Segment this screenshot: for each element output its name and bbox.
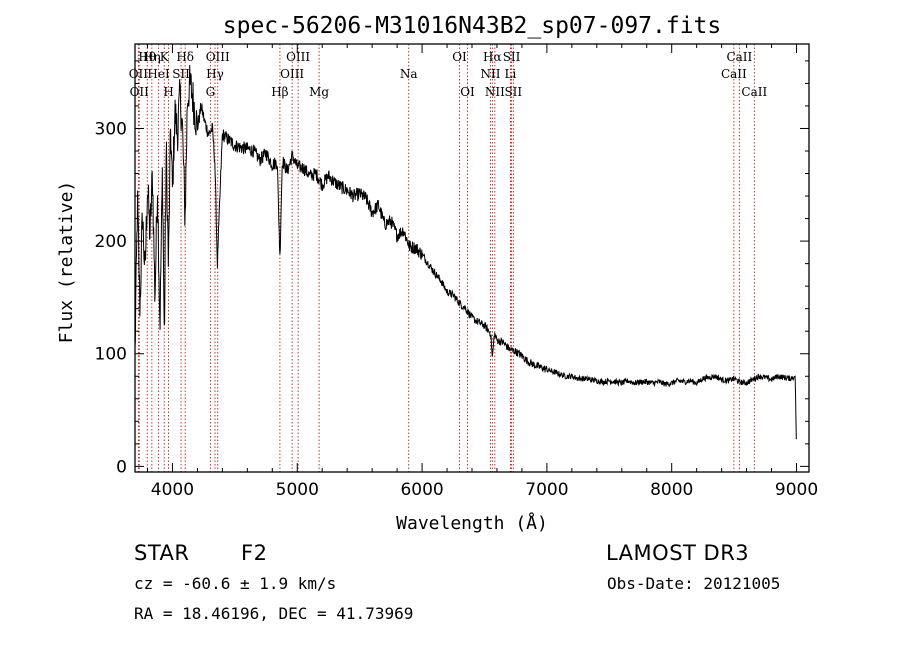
line-label: SII <box>503 50 521 64</box>
line-label: SII <box>172 67 190 81</box>
line-label: OI <box>460 85 475 99</box>
axis-ticks: 4000 5000 6000 7000 8000 9000 0 100 200 300 <box>95 44 818 500</box>
x-tick-label: 5000 <box>276 480 319 500</box>
y-axis-label: Flux (relative) <box>56 181 77 344</box>
line-label: Mg <box>309 85 329 99</box>
line-label: OIII <box>206 50 230 64</box>
line-label: G <box>206 85 216 99</box>
survey-name: LAMOST DR3 <box>606 541 750 565</box>
y-tick-label: 100 <box>95 345 127 365</box>
line-label: NII <box>485 85 505 99</box>
line-label: CaII <box>721 67 747 81</box>
x-tick-label: 9000 <box>775 480 818 500</box>
line-label: K <box>160 50 170 64</box>
line-label: Na <box>400 67 418 81</box>
line-label: SII <box>504 85 522 99</box>
x-axis-label: Wavelength (Å) <box>396 512 548 534</box>
line-label: H <box>163 85 173 99</box>
line-label: NII <box>480 67 500 81</box>
x-tick-label: 8000 <box>650 480 693 500</box>
line-label: HeI <box>147 67 170 81</box>
x-tick-label: 6000 <box>400 480 443 500</box>
reference-lines <box>137 44 755 472</box>
object-class: STAR <box>134 541 190 565</box>
coordinates: RA = 18.46196, DEC = 41.73969 <box>134 604 414 623</box>
line-label: Li <box>505 67 517 81</box>
spectrum-series <box>134 64 797 440</box>
line-label: CaII <box>726 50 752 64</box>
line-label: OI <box>452 50 467 64</box>
line-label: OIII <box>286 50 310 64</box>
line-label: OII <box>129 67 149 81</box>
y-tick-label: 200 <box>95 232 127 252</box>
line-label: Hβ <box>271 85 288 99</box>
subclass: F2 <box>241 541 268 565</box>
line-label: CaII <box>741 85 767 99</box>
x-tick-label: 4000 <box>151 480 194 500</box>
redshift-value: cz = -60.6 ± 1.9 km/s <box>134 574 337 593</box>
line-label: Hδ <box>176 50 194 64</box>
line-label: Hθ <box>138 50 156 64</box>
y-tick-label: 300 <box>95 119 127 139</box>
line-label: Hα <box>483 50 502 64</box>
y-tick-label: 0 <box>116 457 127 477</box>
line-label: Hγ <box>206 67 224 81</box>
line-label: OIII <box>280 67 304 81</box>
x-tick-label: 7000 <box>525 480 568 500</box>
spectrum-line <box>134 64 797 440</box>
line-label: Hη <box>143 50 161 64</box>
obs-date: Obs-Date: 20121005 <box>607 574 781 593</box>
plot-frame <box>134 43 810 473</box>
chart-title: spec-56206-M31016N43B2_sp07-097.fits <box>223 13 722 39</box>
line-label: OII <box>130 85 150 99</box>
